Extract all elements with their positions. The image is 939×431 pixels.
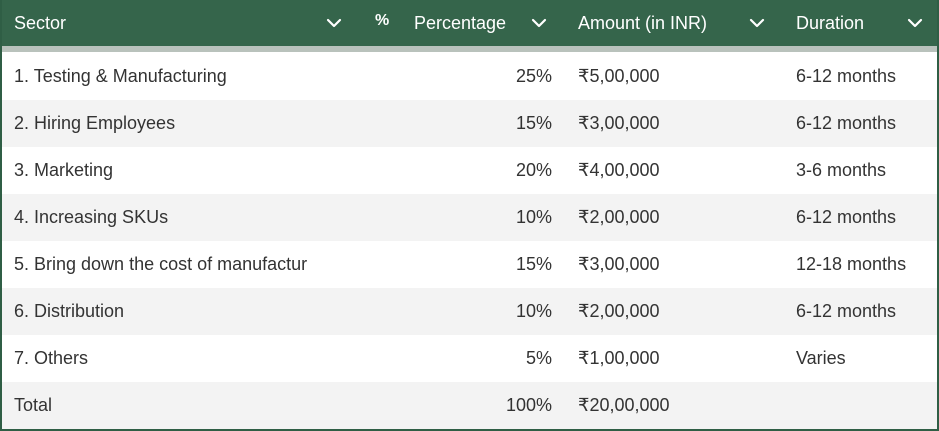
header-percentage-label: Percentage xyxy=(414,12,507,33)
percent-icon: % xyxy=(375,12,390,29)
header-percentage[interactable]: Percentage xyxy=(414,0,506,46)
table-row: 1. Testing & Manufacturing 25% ₹5,00,000… xyxy=(2,53,937,100)
duration-cell: 6-12 months xyxy=(796,113,897,133)
table-row: 2. Hiring Employees 15% ₹3,00,000 6-12 m… xyxy=(2,100,937,147)
amount-cell: ₹2,00,000 xyxy=(578,207,660,227)
amount-cell: ₹4,00,000 xyxy=(578,160,660,180)
percentage-cell: 20% xyxy=(515,160,552,180)
table-row: 5. Bring down the cost of manufactur 15%… xyxy=(2,241,937,288)
table-row: 7. Others 5% ₹1,00,000 Varies xyxy=(2,335,937,382)
sector-cell: 5. Bring down the cost of manufactur xyxy=(14,254,308,274)
header-sector[interactable]: Sector xyxy=(14,0,66,46)
percentage-cell: 15% xyxy=(515,113,552,133)
amount-cell: ₹3,00,000 xyxy=(578,254,660,274)
percentage-cell: 10% xyxy=(515,301,552,321)
duration-cell xyxy=(796,382,936,429)
sector-cell: 6. Distribution xyxy=(14,301,125,321)
table-header: Sector % Percentage Amount (in INR) Dura… xyxy=(2,0,937,46)
header-amount[interactable]: Amount (in INR) xyxy=(578,0,707,46)
amount-cell: ₹2,00,000 xyxy=(578,301,660,321)
percentage-cell: 5% xyxy=(525,348,552,368)
table-row-total: Total 100% ₹20,00,000 xyxy=(2,382,937,429)
chevron-down-icon[interactable] xyxy=(530,14,548,32)
percentage-cell: 100% xyxy=(505,395,552,415)
percentage-cell: 15% xyxy=(515,254,552,274)
duration-cell: 6-12 months xyxy=(796,207,897,227)
duration-cell: 6-12 months xyxy=(796,301,897,321)
percentage-cell: 10% xyxy=(515,207,552,227)
header-duration[interactable]: Duration xyxy=(796,0,864,46)
sector-cell: 1. Testing & Manufacturing xyxy=(14,66,227,86)
sector-cell: Total xyxy=(14,395,53,415)
table-row: 6. Distribution 10% ₹2,00,000 6-12 month… xyxy=(2,288,937,335)
sector-cell: 2. Hiring Employees xyxy=(14,113,176,133)
duration-cell: 12-18 months xyxy=(796,254,907,274)
header-amount-label: Amount (in INR) xyxy=(578,12,708,33)
header-duration-label: Duration xyxy=(796,12,865,33)
sector-cell: 3. Marketing xyxy=(14,160,114,180)
chevron-down-icon[interactable] xyxy=(748,14,766,32)
duration-cell: 3-6 months xyxy=(796,160,887,180)
duration-cell: Varies xyxy=(796,348,846,368)
amount-cell: ₹20,00,000 xyxy=(578,395,670,415)
chevron-down-icon[interactable] xyxy=(325,14,343,32)
percentage-cell: 25% xyxy=(515,66,552,86)
amount-cell: ₹3,00,000 xyxy=(578,113,660,133)
table-row: 3. Marketing 20% ₹4,00,000 3-6 months xyxy=(2,147,937,194)
amount-cell: ₹1,00,000 xyxy=(578,348,660,368)
sector-cell: 4. Increasing SKUs xyxy=(14,207,169,227)
header-sector-label: Sector xyxy=(14,12,67,33)
amount-cell: ₹5,00,000 xyxy=(578,66,660,86)
table-row: 4. Increasing SKUs 10% ₹2,00,000 6-12 mo… xyxy=(2,194,937,241)
chevron-down-icon[interactable] xyxy=(906,14,924,32)
header-divider xyxy=(2,46,937,52)
duration-cell: 6-12 months xyxy=(796,66,897,86)
sector-cell: 7. Others xyxy=(14,348,89,368)
